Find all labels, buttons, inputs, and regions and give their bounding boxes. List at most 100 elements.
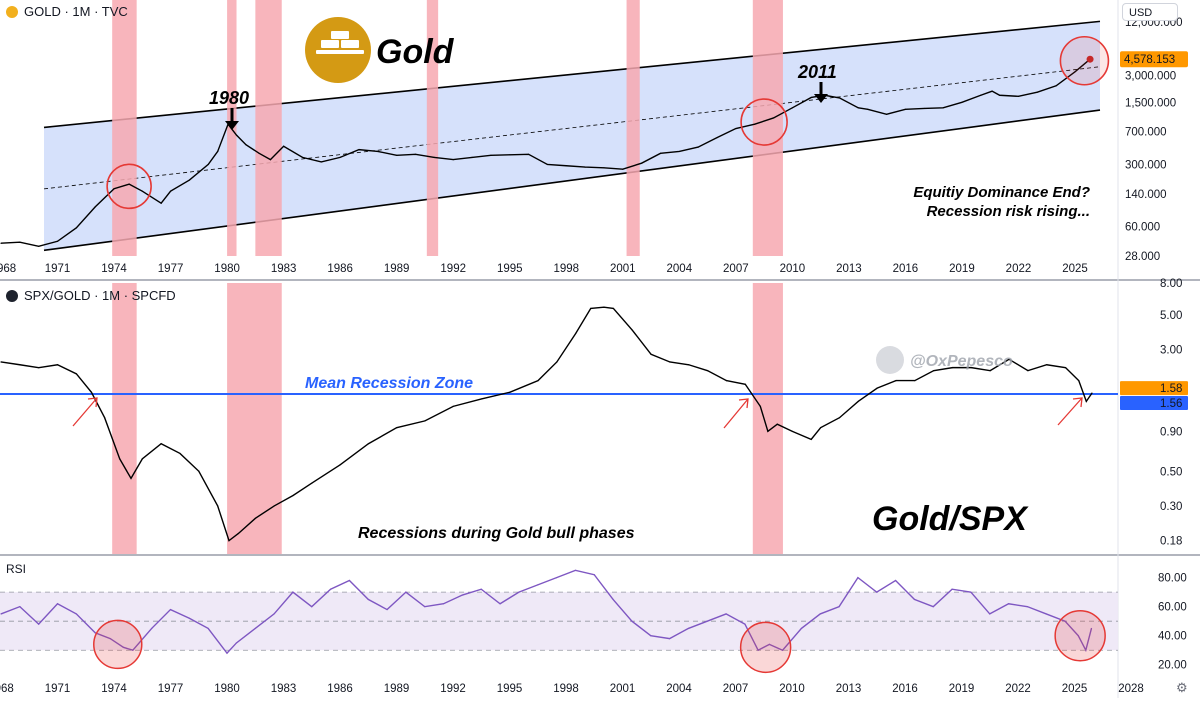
spx-gold-point xyxy=(367,443,370,445)
gold-x-tick: 2013 xyxy=(836,263,862,275)
rsi-point xyxy=(207,627,209,630)
gold-x-tick: 1992 xyxy=(440,263,466,275)
spx-gold-point xyxy=(970,367,972,369)
rsi-point xyxy=(593,574,595,576)
gold-x-tick: 2010 xyxy=(780,263,806,275)
red-arrow-1974 xyxy=(72,397,98,427)
spx-y-tick: 0.18 xyxy=(1160,536,1182,548)
arrow-1980-head xyxy=(225,121,239,130)
spx-gold-pane-title[interactable]: SPX/GOLD · 1M · SPCFD xyxy=(6,288,176,303)
gold-price-point xyxy=(113,188,115,190)
gold-x-tick: 1989 xyxy=(384,263,410,275)
gold-price-point xyxy=(169,190,172,192)
gold-price-point xyxy=(716,137,718,139)
rsi-point xyxy=(1045,613,1047,615)
gold-price-point xyxy=(772,117,775,119)
rsi-x-tick: 1980 xyxy=(214,683,240,695)
spx-gold-point xyxy=(424,420,426,422)
rsi-point xyxy=(235,642,238,644)
spx-gold-point xyxy=(688,364,690,366)
currency-selector[interactable]: USD xyxy=(1122,3,1178,21)
gold-price-point xyxy=(1055,85,1057,87)
settings-gear-icon[interactable]: ⚙ xyxy=(1176,680,1188,695)
spx-gold-point xyxy=(1027,370,1029,372)
rsi-point xyxy=(838,606,840,608)
gold-price-point xyxy=(527,153,530,155)
gold-price-label: 4,578.153 xyxy=(1124,54,1175,66)
gold-price-point xyxy=(75,227,77,229)
red-arrow-1974-head xyxy=(87,397,98,408)
gold-last-point xyxy=(1086,55,1094,63)
rsi-point xyxy=(329,588,332,590)
spx-gold-point xyxy=(1008,358,1010,360)
rsi-point xyxy=(1090,627,1093,630)
rsi-point xyxy=(650,635,652,637)
red-arrow-2025-head xyxy=(1072,397,1083,408)
gold-price-point xyxy=(659,152,662,154)
rsi-point xyxy=(687,627,690,630)
rsi-circle-2025 xyxy=(1054,609,1106,662)
gold-price-point xyxy=(999,94,1001,96)
rsi-point xyxy=(894,579,897,582)
gold-bar-icon-2 xyxy=(341,40,359,48)
rsi-pane-title[interactable]: RSI xyxy=(6,562,26,576)
rsi-x-tick: 1989 xyxy=(384,683,410,695)
rsi-y-tick: 40.00 xyxy=(1158,631,1187,643)
gold-price-point xyxy=(471,156,473,158)
rsi-point xyxy=(254,627,256,630)
channel-lower-line xyxy=(43,109,1101,252)
rsi-point xyxy=(1026,606,1029,608)
rsi-point xyxy=(555,577,558,579)
rsi-point xyxy=(819,613,821,615)
gold-circle-2008 xyxy=(740,98,788,146)
rsi-point xyxy=(169,608,172,611)
rsi-point xyxy=(631,620,633,622)
rsi-point xyxy=(706,620,708,622)
gold-x-tick: 1998 xyxy=(553,263,579,275)
gold-circle-1974 xyxy=(106,163,152,210)
spx-y-tick: 0.30 xyxy=(1160,501,1182,513)
rsi-point xyxy=(311,606,313,608)
rsi-x-tick: 2022 xyxy=(1005,683,1031,695)
spx-gold-point xyxy=(130,477,132,480)
rsi-point xyxy=(226,652,228,654)
rsi-point xyxy=(757,649,759,651)
gold-x-tick: 2025 xyxy=(1062,263,1088,275)
spx-gold-point xyxy=(38,367,40,369)
spx-gold-line xyxy=(0,306,1093,542)
rsi-point xyxy=(56,603,59,605)
gold-price-point xyxy=(452,158,454,161)
spx-gold-point xyxy=(509,391,511,393)
rsi-point xyxy=(857,577,859,579)
recessions-caption: Recessions during Gold bull phases xyxy=(358,525,635,542)
gold-price-point xyxy=(546,163,549,166)
spx-gold-point xyxy=(537,380,539,382)
spx-gold-point xyxy=(556,361,558,363)
rsi-point xyxy=(951,588,953,590)
gold-price-point xyxy=(414,153,417,155)
spx-gold-point xyxy=(0,361,2,363)
spx-recession-band xyxy=(752,283,783,554)
rsi-y-tick: 20.00 xyxy=(1158,660,1187,672)
gold-price-point xyxy=(128,183,130,185)
gold-pane-title[interactable]: GOLD · 1M · TVC xyxy=(6,4,128,19)
gold-price-point xyxy=(141,190,143,192)
gold-recession-band xyxy=(112,0,137,256)
spx-gold-point xyxy=(179,452,181,455)
spx-gold-point xyxy=(273,505,275,507)
rsi-point xyxy=(188,617,190,619)
equity-dominance-text: Equitiy Dominance End? xyxy=(913,184,1090,201)
rsi-x-tick: 2004 xyxy=(666,683,692,695)
rsi-point xyxy=(800,627,803,630)
rsi-point xyxy=(970,591,972,593)
gold-price-point xyxy=(490,154,492,156)
gold-price-point xyxy=(697,146,699,148)
spx-gold-point xyxy=(480,398,483,400)
spx-gold-point xyxy=(631,329,633,331)
spx-gold-point xyxy=(744,383,746,385)
rsi-point xyxy=(744,623,746,625)
gold-price-point xyxy=(641,162,643,164)
gold-price-point xyxy=(320,161,322,163)
